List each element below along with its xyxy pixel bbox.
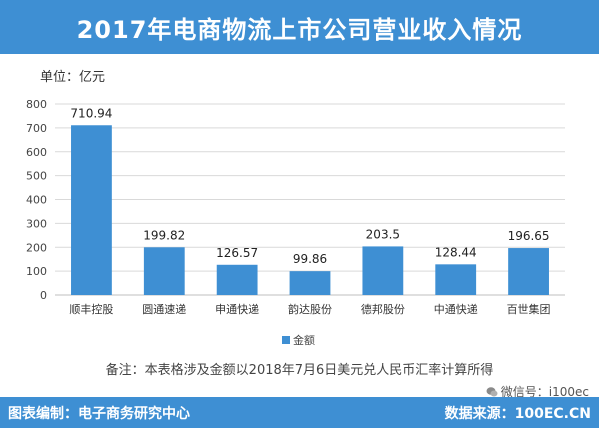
title-banner: 2017年电商物流上市公司营业收入情况: [0, 0, 599, 54]
data-label: 203.5: [366, 227, 400, 241]
y-tick-label: 500: [26, 170, 47, 183]
y-tick-label: 400: [26, 194, 47, 207]
x-tick-label: 德邦股份: [361, 302, 405, 316]
footer-compiler: 图表编制：电子商务研究中心: [8, 406, 190, 422]
x-tick-label: 百世集团: [507, 302, 551, 316]
footnote: 备注：本表格涉及金额以2018年7月6日美元兑人民币汇率计算所得: [105, 363, 494, 378]
y-tick-label: 100: [26, 265, 47, 278]
bar: [143, 247, 185, 295]
y-tick-label: 600: [26, 146, 47, 159]
data-label: 199.82: [143, 228, 185, 242]
y-tick-label: 700: [26, 122, 47, 135]
bar: [362, 246, 404, 295]
legend-label: 金额: [293, 334, 315, 347]
x-tick-label: 顺丰控股: [69, 302, 113, 316]
x-tick-label: 申通快递: [215, 302, 259, 316]
legend: 金额: [282, 332, 315, 348]
x-tick-label: 圆通速递: [142, 302, 186, 316]
bar: [435, 264, 477, 295]
wechat-watermark: 微信号：i100ec: [486, 383, 589, 400]
data-label: 710.94: [70, 106, 112, 120]
bar: [216, 264, 258, 295]
y-tick-label: 0: [40, 289, 47, 302]
data-label: 99.86: [293, 252, 327, 266]
bar: [508, 248, 549, 295]
wechat-id: 微信号：i100ec: [500, 385, 589, 399]
footer-source: 数据来源：100EC.CN: [444, 406, 591, 422]
y-tick-label: 300: [26, 217, 47, 230]
bar: [71, 125, 112, 295]
bar-chart: 0 100 200 300 400 500 600 700 800 710.94 顺丰控股 199.8…: [26, 98, 565, 316]
y-tick-label: 800: [26, 98, 47, 111]
data-label: 128.44: [435, 245, 477, 259]
data-label: 196.65: [508, 229, 550, 243]
legend-swatch: [282, 336, 290, 344]
x-tick-label: 中通快递: [434, 302, 478, 316]
wechat-icon: [486, 386, 498, 396]
unit-label: 单位：亿元: [40, 70, 106, 85]
bar: [289, 271, 331, 295]
y-tick-label: 200: [26, 241, 47, 254]
x-tick-label: 韵达股份: [288, 302, 332, 316]
footer-bar: 图表编制：电子商务研究中心 数据来源：100EC.CN: [0, 397, 599, 428]
chart-title: 2017年电商物流上市公司营业收入情况: [76, 15, 523, 44]
data-label: 126.57: [216, 246, 258, 260]
